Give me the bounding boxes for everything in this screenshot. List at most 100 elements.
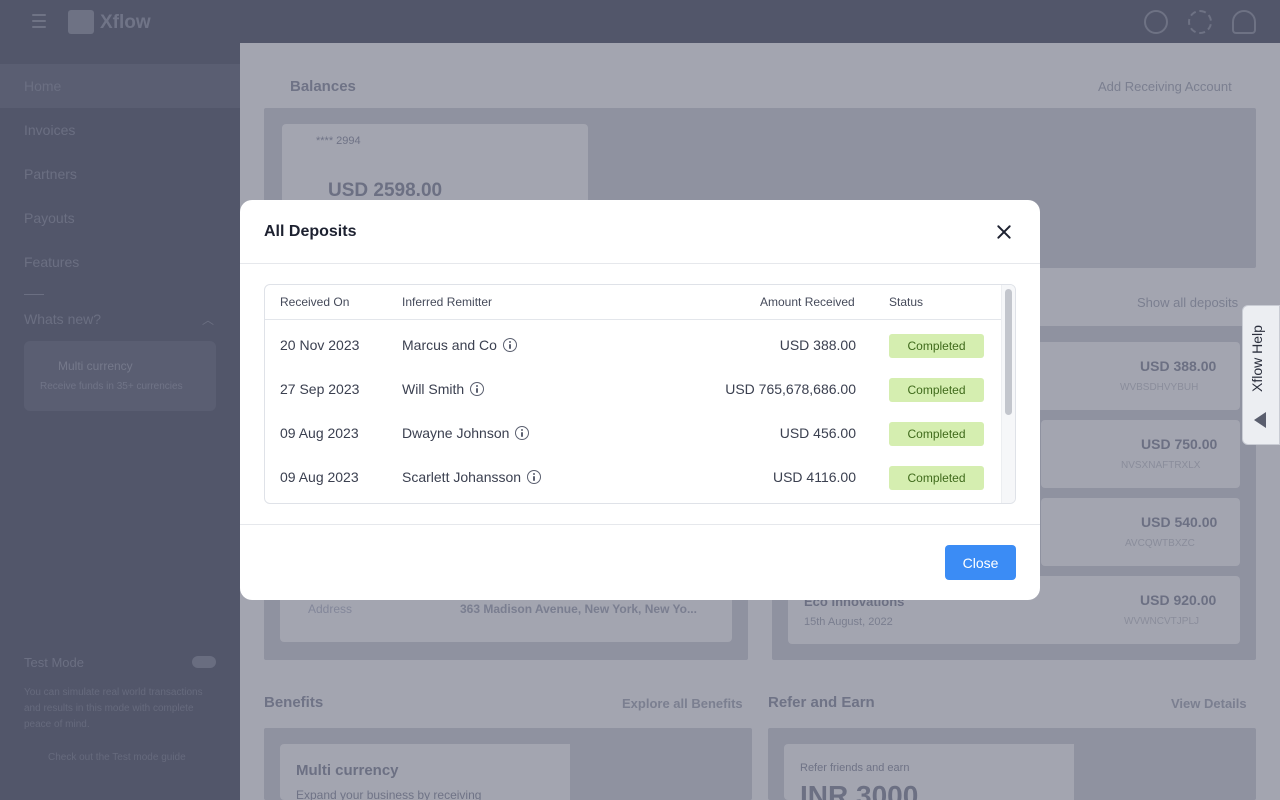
deposit-card[interactable]: USD 750.00 NVSXNAFTRXLX — [1041, 420, 1240, 488]
amount-cell: USD 456.00 — [779, 425, 856, 441]
status-badge: Completed — [889, 466, 984, 490]
deposit-ref: NVSXNAFTRXLX — [1121, 460, 1201, 471]
benefit-card[interactable]: Multi currency Expand your business by r… — [280, 744, 736, 800]
deposit-amount: USD 750.00 — [1141, 436, 1218, 452]
status-badge: Completed — [889, 334, 984, 358]
deposit-amount: USD 920.00 — [1140, 592, 1217, 608]
address-value: 363 Madison Avenue, New York, New Yo... — [460, 602, 697, 616]
feature-card-title: Multi currency — [58, 359, 133, 373]
refer-earn-title: Refer and Earn — [768, 694, 875, 711]
test-mode-toggle[interactable] — [192, 656, 216, 668]
remitter-cell: Will Smith — [402, 381, 485, 397]
column-amount-received: Amount Received — [760, 295, 855, 309]
sidebar-item-payouts[interactable]: Payouts — [24, 210, 75, 226]
sidebar-item-features[interactable]: Features — [24, 254, 80, 270]
menu-icon[interactable] — [32, 14, 46, 28]
table-header: Received On Inferred Remitter Amount Rec… — [265, 285, 1001, 320]
remitter-cell: Marcus and Co — [402, 337, 517, 353]
collapse-arrow-icon[interactable] — [1254, 412, 1266, 428]
close-icon[interactable] — [992, 220, 1016, 244]
balance-card[interactable]: **** 2994 USD 2598.00 — [282, 124, 588, 214]
top-bar: Xflow — [0, 0, 1280, 43]
remitter-name: Marcus and Co — [402, 337, 497, 353]
balance-amount: USD 2598.00 — [328, 180, 443, 201]
table-row: 27 Sep 2023 Will Smith USD 765,678,686.0… — [265, 367, 1001, 411]
test-mode-label: Test Mode — [24, 655, 84, 670]
deposit-amount: USD 388.00 — [1140, 358, 1217, 374]
table-row: 09 Aug 2023 Scarlett Johansson USD 4116.… — [265, 455, 1001, 499]
scrollbar-thumb[interactable] — [1005, 289, 1012, 415]
xflow-help-label: Xflow Help — [1249, 325, 1265, 392]
user-icon[interactable] — [1232, 10, 1256, 34]
sidebar-item-active-bg — [0, 64, 240, 108]
info-icon[interactable] — [515, 426, 530, 440]
sidebar: Home Invoices Partners Payouts Features … — [0, 43, 240, 800]
refer-amount: INR 3000 — [800, 780, 919, 800]
remitter-cell: Dwayne Johnson — [402, 425, 530, 441]
refer-card-image — [1074, 744, 1240, 800]
sidebar-item-partners[interactable]: Partners — [24, 166, 77, 182]
received-on-cell: 20 Nov 2023 — [280, 337, 360, 353]
all-deposits-modal: All Deposits Received On Inferred Remitt… — [240, 200, 1040, 600]
app-logo-text: Xflow — [100, 12, 151, 33]
received-on-cell: 09 Aug 2023 — [280, 425, 359, 441]
info-icon[interactable] — [470, 382, 485, 396]
deposit-ref: AVCQWTBXZC — [1125, 538, 1195, 549]
column-received-on: Received On — [280, 295, 350, 309]
column-inferred-remitter: Inferred Remitter — [402, 295, 493, 309]
column-status: Status — [889, 295, 924, 309]
received-on-cell: 27 Sep 2023 — [280, 381, 360, 397]
amount-cell: USD 765,678,686.00 — [725, 381, 856, 397]
gear-icon[interactable] — [1188, 10, 1212, 34]
info-icon[interactable] — [502, 338, 517, 352]
remitter-cell: Scarlett Johansson — [402, 469, 542, 485]
test-mode-description: You can simulate real world transactions… — [24, 687, 203, 730]
whats-new-toggle[interactable]: Whats new? — [24, 311, 102, 327]
status-badge: Completed — [889, 378, 984, 402]
remitter-name: Will Smith — [402, 381, 465, 397]
explore-benefits-link[interactable]: Explore all Benefits — [622, 696, 743, 711]
sidebar-item-invoices[interactable]: Invoices — [24, 122, 76, 138]
deposit-amount: USD 540.00 — [1141, 514, 1218, 530]
benefit-card-title: Multi currency — [296, 762, 399, 779]
deposit-card[interactable]: USD 540.00 AVCQWTBXZC — [1041, 498, 1240, 566]
balances-title: Balances — [290, 78, 356, 95]
logo-icon — [68, 10, 94, 34]
amount-cell: USD 4116.00 — [772, 469, 856, 485]
status-badge: Completed — [889, 422, 984, 446]
refer-card-title: Refer friends and earn — [800, 762, 910, 774]
account-details-card: Address 363 Madison Avenue, New York, Ne… — [280, 596, 732, 642]
xflow-help-tab[interactable]: Xflow Help — [1242, 305, 1280, 445]
deposit-ref: WVWNCVTJPLJ — [1124, 616, 1199, 627]
table-scrollbar[interactable] — [1001, 285, 1015, 503]
close-button[interactable]: Close — [945, 545, 1016, 580]
benefits-title: Benefits — [264, 694, 324, 711]
notification-icon[interactable] — [1144, 10, 1168, 34]
benefit-card-image — [570, 744, 736, 800]
amount-cell: USD 388.00 — [779, 337, 856, 353]
remitter-name: Scarlett Johansson — [402, 469, 522, 485]
feature-card-multi-currency[interactable]: Multi currency Receive funds in 35+ curr… — [24, 341, 216, 411]
address-label: Address — [308, 602, 353, 616]
view-details-link[interactable]: View Details — [1171, 696, 1247, 711]
modal-title: All Deposits — [264, 223, 357, 240]
table-row: 20 Nov 2023 Marcus and Co USD 388.00 Com… — [265, 323, 1001, 367]
sidebar-divider — [24, 294, 44, 295]
remitter-name: Dwayne Johnson — [402, 425, 510, 441]
deposit-date: 15th August, 2022 — [804, 616, 893, 628]
table-row: 09 Aug 2023 Dwayne Johnson USD 456.00 Co… — [265, 411, 1001, 455]
modal-header: All Deposits — [240, 200, 1040, 264]
deposit-ref: WVBSDHVYBUH — [1120, 382, 1199, 393]
info-icon[interactable] — [527, 470, 542, 484]
account-mask: **** 2994 — [316, 135, 361, 147]
deposits-table: Received On Inferred Remitter Amount Rec… — [264, 284, 1016, 504]
test-mode-guide-link[interactable]: Check out the Test mode guide — [48, 752, 186, 763]
chevron-up-icon[interactable]: ︿ — [202, 313, 215, 327]
add-receiving-account-link[interactable]: Add Receiving Account — [1098, 79, 1232, 94]
sidebar-item-home[interactable]: Home — [24, 78, 62, 94]
show-all-deposits-link[interactable]: Show all deposits — [1137, 295, 1239, 310]
received-on-cell: 09 Aug 2023 — [280, 469, 359, 485]
refer-card[interactable]: Refer friends and earn INR 3000 — [784, 744, 1240, 800]
benefit-card-subtitle: Expand your business by receiving — [296, 788, 482, 800]
